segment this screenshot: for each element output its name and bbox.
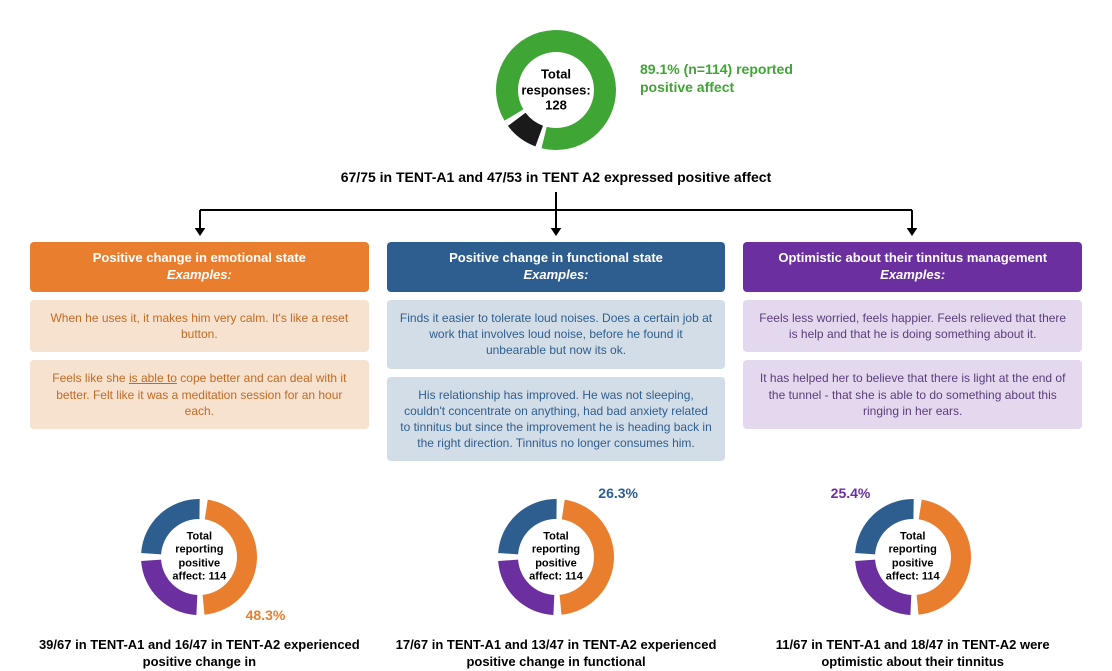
col-header-functional: Positive change in functional state Exam… xyxy=(387,242,726,292)
small-donut-center: Total reporting positive affect: 114 xyxy=(521,531,591,584)
quote-box: Feels like she is able to cope better an… xyxy=(30,360,369,429)
top-annotation: 89.1% (n=114) reported positive affect xyxy=(640,60,820,96)
col-title: Optimistic about their tinnitus manageme… xyxy=(778,250,1047,265)
chart-col-emotional: Total reporting positive affect: 114 48.… xyxy=(30,487,369,671)
top-section: Total responses: 128 89.1% (n=114) repor… xyxy=(0,0,1112,160)
columns: Positive change in emotional state Examp… xyxy=(0,242,1112,461)
col-header-emotional: Positive change in emotional state Examp… xyxy=(30,242,369,292)
col-optimistic: Optimistic about their tinnitus manageme… xyxy=(743,242,1082,461)
small-donut: Total reporting positive affect: 114 25.… xyxy=(843,487,983,627)
connector xyxy=(0,192,1112,242)
bottom-caption: 17/67 in TENT-A1 and 13/47 in TENT-A2 ex… xyxy=(387,637,726,671)
bottom-caption: 39/67 in TENT-A1 and 16/47 in TENT-A2 ex… xyxy=(30,637,369,671)
quote-box: Feels less worried, feels happier. Feels… xyxy=(743,300,1082,352)
pct-label: 26.3% xyxy=(598,485,638,501)
pct-label: 48.3% xyxy=(246,607,286,623)
bottom-caption: 11/67 in TENT-A1 and 18/47 in TENT-A2 we… xyxy=(743,637,1082,671)
small-donut-center: Total reporting positive affect: 114 xyxy=(164,531,234,584)
col-sub: Examples: xyxy=(167,267,232,282)
top-donut-center-label: Total responses: 128 xyxy=(521,67,591,114)
chart-col-optimistic: Total reporting positive affect: 114 25.… xyxy=(743,487,1082,671)
quote-box: It has helped her to believe that there … xyxy=(743,360,1082,429)
top-donut: Total responses: 128 xyxy=(486,20,626,160)
col-title: Positive change in functional state xyxy=(449,250,663,265)
col-header-optimistic: Optimistic about their tinnitus manageme… xyxy=(743,242,1082,292)
quote-box: His relationship has improved. He was no… xyxy=(387,377,726,462)
chart-col-functional: Total reporting positive affect: 114 26.… xyxy=(387,487,726,671)
pct-label: 25.4% xyxy=(831,485,871,501)
col-emotional: Positive change in emotional state Examp… xyxy=(30,242,369,461)
charts-row: Total reporting positive affect: 114 48.… xyxy=(0,487,1112,671)
small-donut: Total reporting positive affect: 114 48.… xyxy=(129,487,269,627)
col-sub: Examples: xyxy=(523,267,588,282)
small-donut: Total reporting positive affect: 114 26.… xyxy=(486,487,626,627)
branch-caption: 67/75 in TENT-A1 and 47/53 in TENT A2 ex… xyxy=(0,168,1112,186)
quote-box: When he uses it, it makes him very calm.… xyxy=(30,300,369,352)
col-functional: Positive change in functional state Exam… xyxy=(387,242,726,461)
quote-box: Finds it easier to tolerate loud noises.… xyxy=(387,300,726,369)
col-sub: Examples: xyxy=(880,267,945,282)
small-donut-center: Total reporting positive affect: 114 xyxy=(878,531,948,584)
col-title: Positive change in emotional state xyxy=(93,250,306,265)
